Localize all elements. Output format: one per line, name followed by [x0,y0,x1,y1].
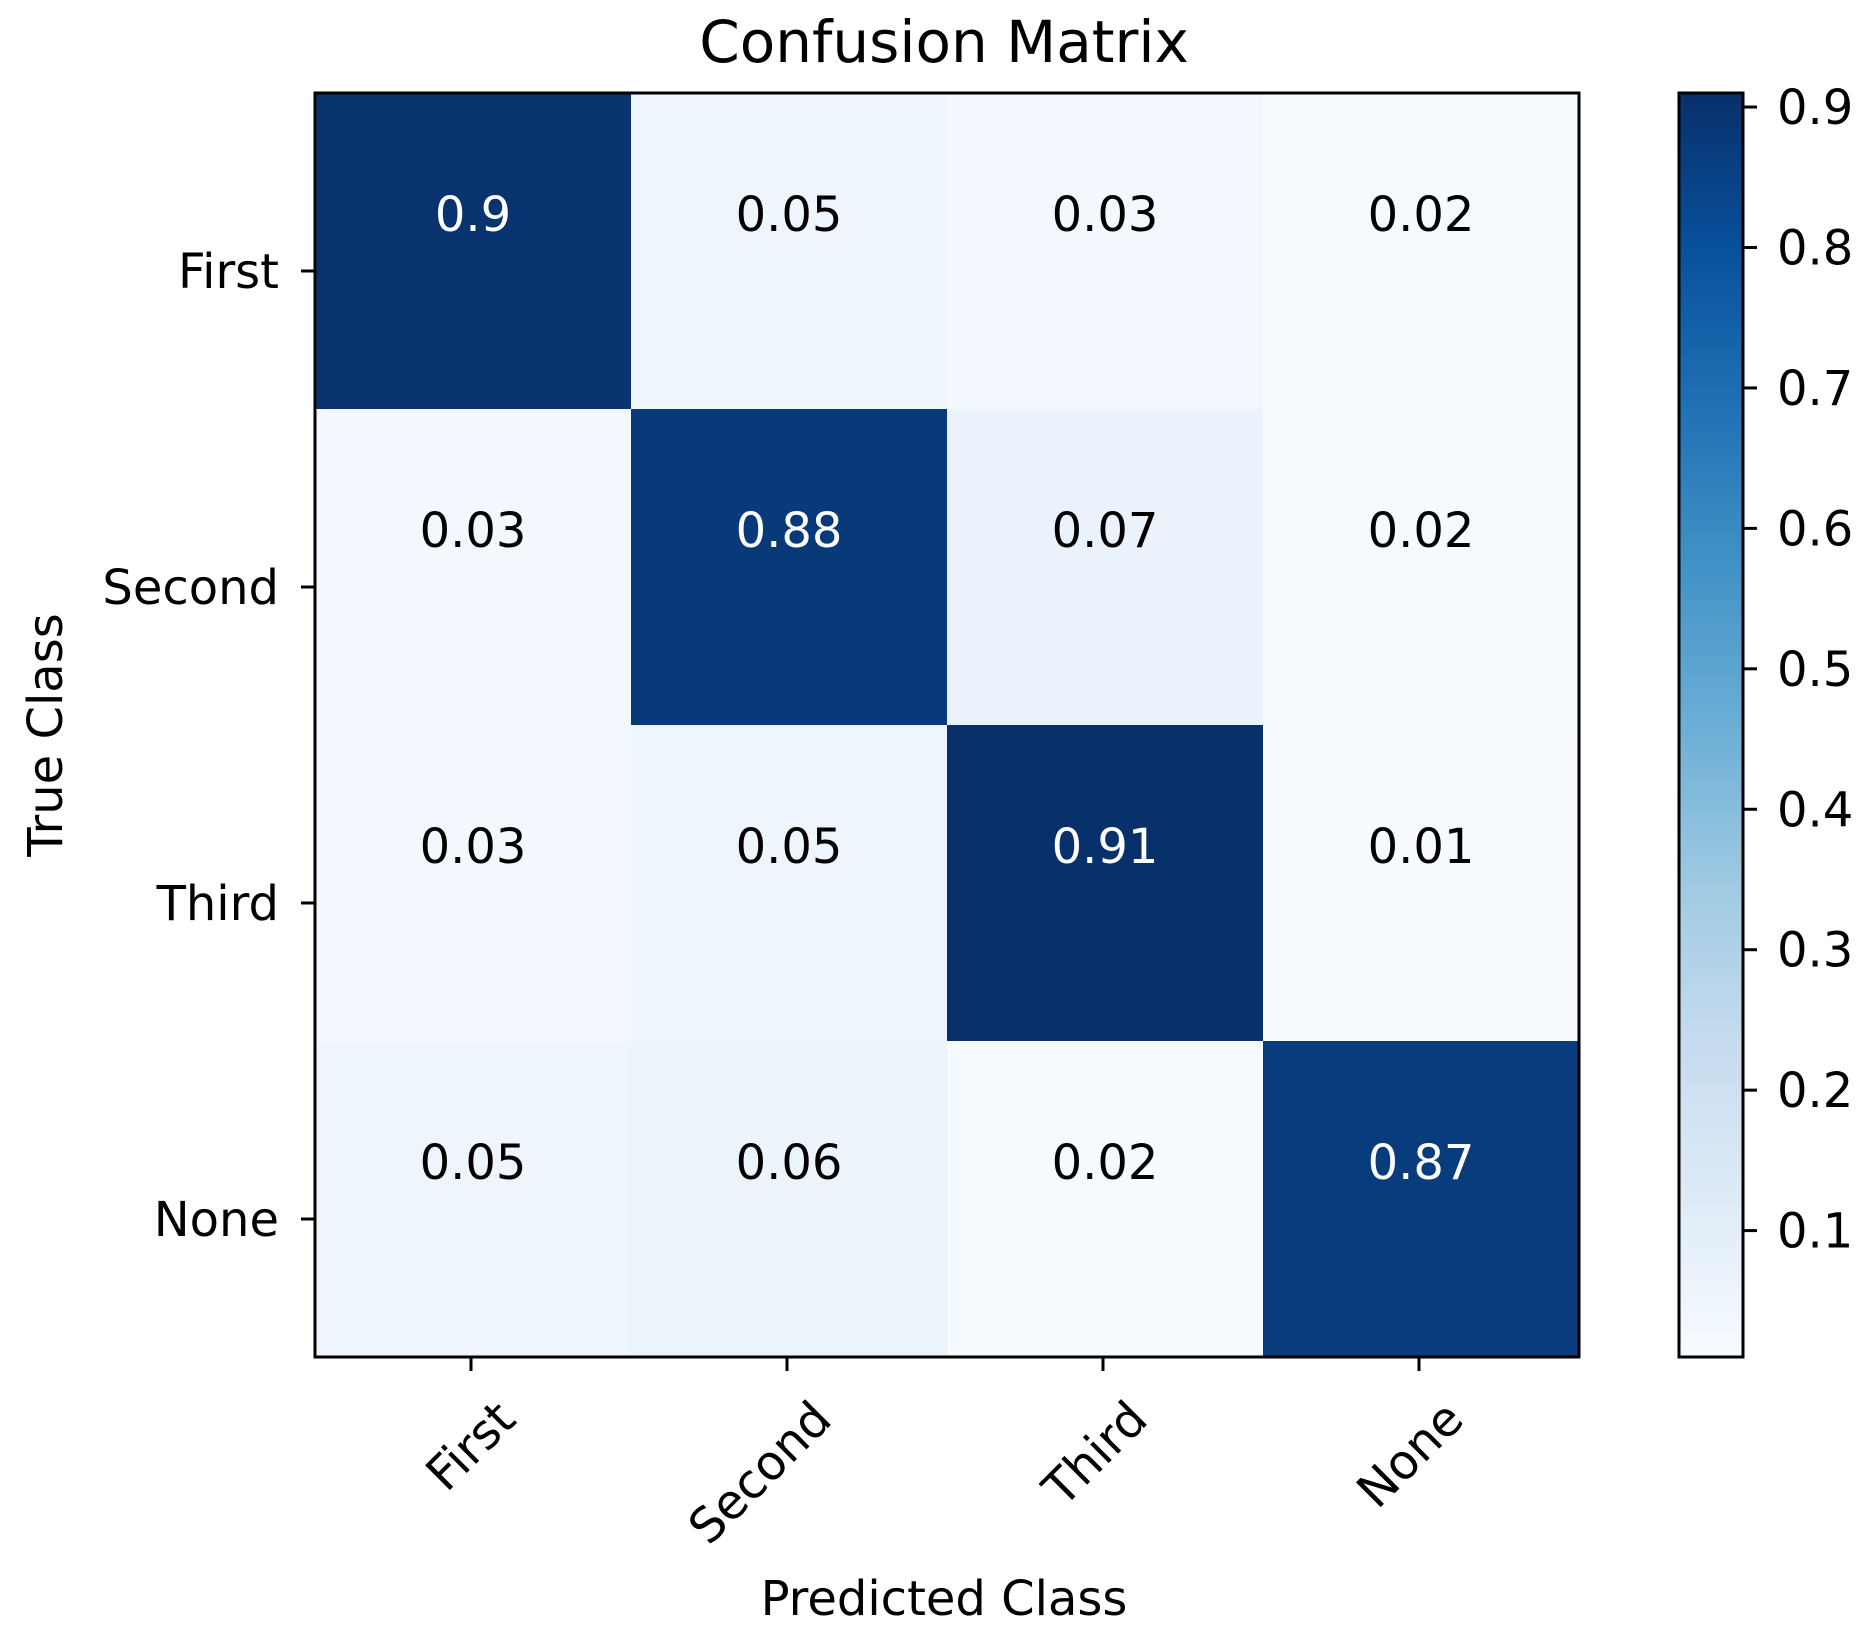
cell-value-label: 0.87 [1368,1135,1475,1191]
x-tick-label: Third [1031,1391,1158,1518]
cell-value-label: 0.91 [1052,819,1159,875]
x-axis-label: Predicted Class [761,1571,1128,1627]
cell-value-label: 0.05 [420,1135,527,1191]
cell-value-label: 0.03 [420,819,527,875]
colorbar-tick-label: 0.6 [1777,501,1853,557]
heatmap-cell [631,409,947,725]
colorbar-tick-label: 0.8 [1777,220,1853,276]
cell-value-label: 0.9 [435,187,511,243]
cell-value-label: 0.06 [736,1135,843,1191]
cell-value-label: 0.05 [736,187,843,243]
heatmap-cell [947,93,1263,409]
cell-value-label: 0.03 [420,503,527,559]
cell-value-label: 0.88 [736,503,843,559]
heatmap-cell [315,1041,631,1357]
cell-value-label: 0.02 [1052,1135,1159,1191]
colorbar-tick-label: 0.3 [1777,923,1853,979]
y-axis-label: True Class [18,613,74,858]
heatmap-cell [947,1041,1263,1357]
chart-title: Confusion Matrix [699,8,1189,76]
colorbar-ticks: 0.1 0.2 0.3 0.4 0.5 0.6 0.7 0.8 0.9 [1743,80,1853,1260]
heatmap-cell [631,1041,947,1357]
plot-frame [313,91,1581,1359]
colorbar-tick-label: 0.9 [1777,80,1853,136]
cell-value-label: 0.02 [1368,187,1475,243]
y-tick-label: None [154,1192,279,1248]
cell-value-label: 0.01 [1368,819,1475,875]
colorbar-tick-label: 0.4 [1777,782,1853,838]
cell-value-label: 0.03 [1052,187,1159,243]
heatmap-cell [1263,93,1579,409]
colorbar [1677,91,1745,1359]
heatmap-cell [1263,409,1579,725]
colorbar-tick-label: 0.7 [1777,361,1853,417]
cell-value-label: 0.05 [736,819,843,875]
colorbar-tick-label: 0.1 [1777,1204,1853,1260]
colorbar-tick-label: 0.5 [1777,642,1853,698]
x-tick-label: Second [678,1391,843,1556]
colorbar-tick-label: 0.2 [1777,1063,1853,1119]
heatmap-cell [315,409,631,725]
y-axis-ticks: First Second Third None [102,244,315,1248]
heatmap-cell [315,93,631,409]
y-tick-label: Third [156,876,279,932]
heatmap-cell [947,409,1263,725]
y-tick-label: Second [102,560,279,616]
heatmap-cell [631,725,947,1041]
heatmap-cells: 0.9 0.05 0.03 0.02 0.03 0.88 0.07 0.02 0.03 0.05 0… [315,93,1579,1357]
heatmap-cell [315,725,631,1041]
heatmap-cell [1263,1041,1579,1357]
heatmap-cell [1263,725,1579,1041]
cell-value-label: 0.07 [1052,503,1159,559]
x-axis-ticks: First Second Third None [415,1357,1474,1555]
x-tick-label: None [1346,1391,1474,1519]
heatmap-cell [947,725,1263,1041]
cell-value-label: 0.02 [1368,503,1475,559]
heatmap-cell [631,93,947,409]
y-tick-label: First [178,244,279,300]
x-tick-label: First [415,1391,526,1502]
